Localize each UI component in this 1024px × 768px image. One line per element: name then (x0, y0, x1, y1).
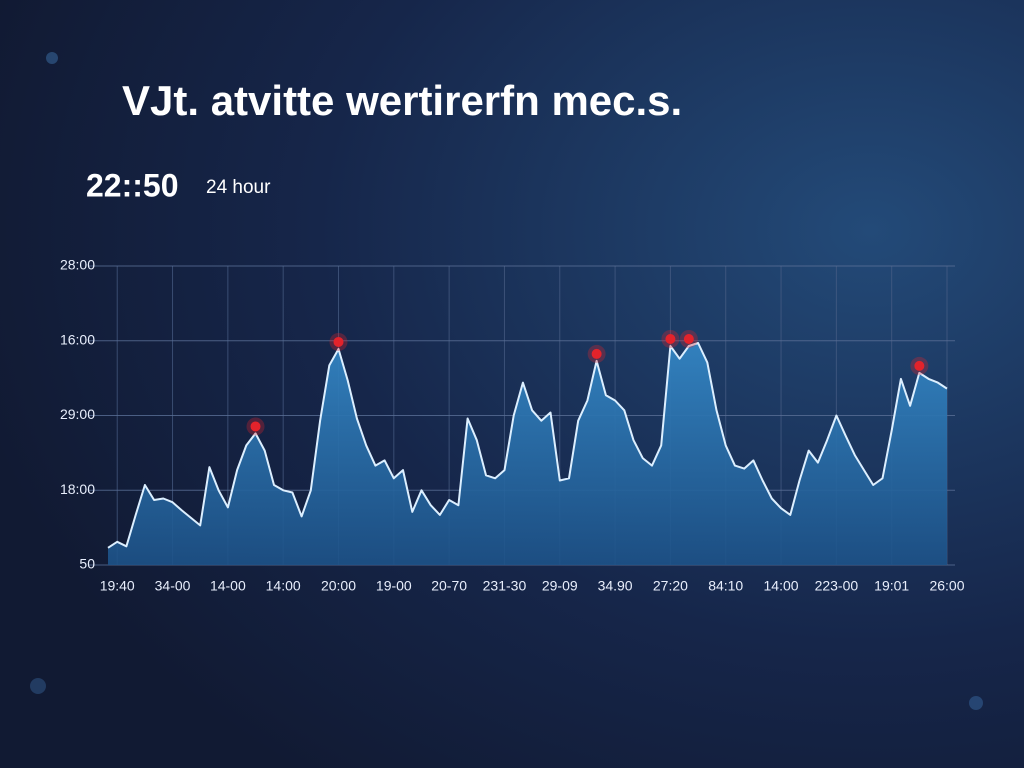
y-tick-label: 16:00 (60, 331, 95, 347)
x-tick-label: 84:10 (708, 578, 743, 594)
highlight-point (665, 333, 676, 344)
x-tick-label: 20:00 (321, 578, 356, 594)
y-tick-label: 18:00 (60, 481, 95, 497)
bokeh (30, 678, 46, 694)
x-tick-label: 27:20 (653, 578, 688, 594)
x-tick-label: 34.90 (598, 578, 633, 594)
highlight-point (250, 421, 261, 432)
bokeh (46, 52, 58, 64)
x-tick-label: 231-30 (483, 578, 527, 594)
x-tick-label: 34-00 (155, 578, 191, 594)
subtitle: 24 hour (206, 177, 271, 198)
x-tick-label: 19-00 (376, 578, 412, 594)
chart-title: VJt. atvitte wertirerfn mec.s. (122, 77, 682, 124)
highlight-point (333, 336, 344, 347)
x-tick-label: 26:00 (929, 578, 964, 594)
area (108, 343, 947, 565)
x-tick-label: 19:01 (874, 578, 909, 594)
bokeh (969, 696, 983, 710)
highlight-point (591, 348, 602, 359)
clock-label: 22::50 (86, 167, 179, 203)
y-tick-label: 28:00 (60, 257, 95, 273)
y-tick-label: 50 (79, 556, 95, 572)
x-tick-label: 14-00 (210, 578, 246, 594)
x-tick-label: 20-70 (431, 578, 467, 594)
x-tick-label: 19:40 (100, 578, 135, 594)
x-tick-label: 14:00 (764, 578, 799, 594)
x-tick-label: 14:00 (266, 578, 301, 594)
highlight-point (683, 333, 694, 344)
line (107, 342, 948, 549)
x-tick-label: 29-09 (542, 578, 578, 594)
highlight-point (914, 360, 925, 371)
x-tick-label: 223-00 (815, 578, 859, 594)
y-tick-label: 29:00 (60, 406, 95, 422)
